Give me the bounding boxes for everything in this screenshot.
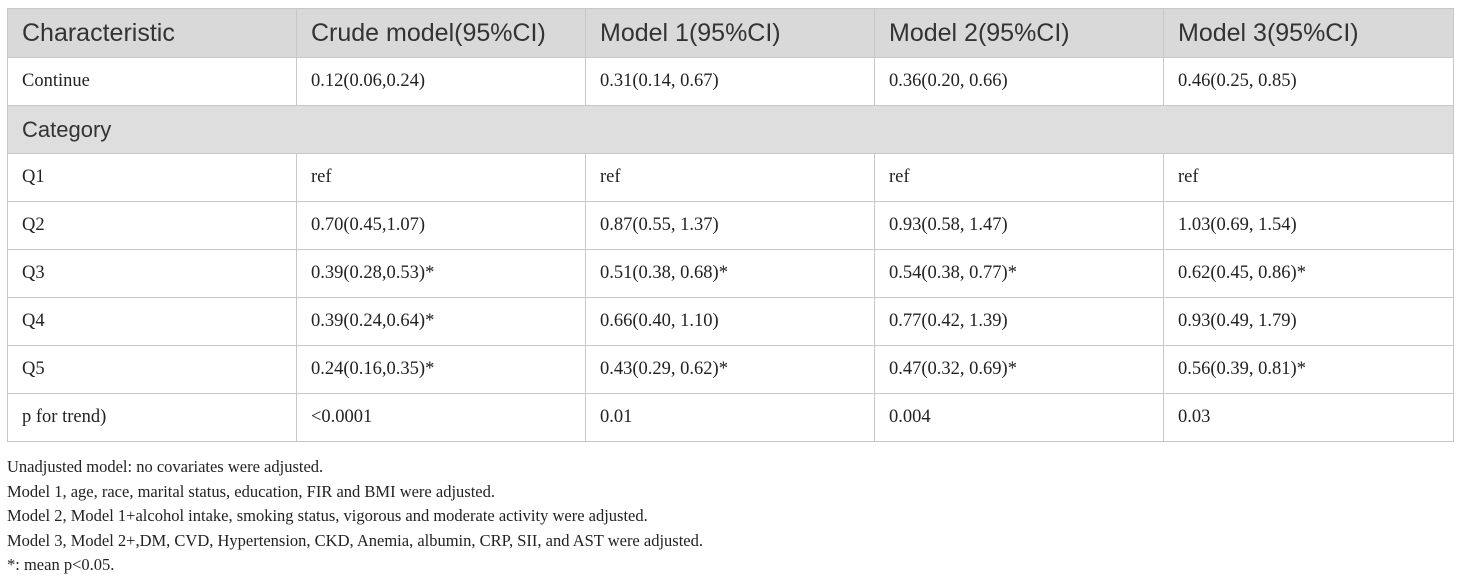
table-cell: 0.93(0.49, 1.79) (1163, 297, 1454, 346)
table-cell: 0.46(0.25, 0.85) (1163, 57, 1454, 106)
row-label: Q3 (7, 249, 297, 298)
table-cell: 0.77(0.42, 1.39) (874, 297, 1164, 346)
table-row-continue: Continue 0.12(0.06,0.24) 0.31(0.14, 0.67… (7, 57, 1454, 106)
table-cell: 1.03(0.69, 1.54) (1163, 201, 1454, 250)
header-characteristic: Characteristic (7, 8, 297, 58)
table-cell: 0.56(0.39, 0.81)* (1163, 345, 1454, 394)
table-cell: 0.54(0.38, 0.77)* (874, 249, 1164, 298)
category-label: Category (7, 105, 1454, 154)
table-cell: 0.39(0.24,0.64)* (296, 297, 586, 346)
header-model-2: Model 2(95%CI) (874, 8, 1164, 58)
table-cell: 0.43(0.29, 0.62)* (585, 345, 875, 394)
table-cell: ref (296, 153, 586, 202)
table-cell: 0.51(0.38, 0.68)* (585, 249, 875, 298)
table-cell: 0.01 (585, 393, 875, 442)
table-cell: 0.66(0.40, 1.10) (585, 297, 875, 346)
header-crude-model: Crude model(95%CI) (296, 8, 586, 58)
footnote-significance: *: mean p<0.05. (7, 555, 115, 575)
row-label: p for trend) (7, 393, 297, 442)
table-cell: <0.0001 (296, 393, 586, 442)
table-cell: 0.87(0.55, 1.37) (585, 201, 875, 250)
table-row-p-for-trend: p for trend) <0.0001 0.01 0.004 0.03 (7, 393, 1454, 442)
footnote-unadjusted-model: Unadjusted model: no covariates were adj… (7, 457, 324, 476)
table-row-q5: Q5 0.24(0.16,0.35)* 0.43(0.29, 0.62)* 0.… (7, 345, 1454, 394)
row-label: Continue (7, 57, 297, 106)
table-cell: 0.004 (874, 393, 1164, 442)
footnote-model-3: Model 3, Model 2+,DM, CVD, Hypertension,… (7, 530, 703, 550)
header-model-3: Model 3(95%CI) (1163, 8, 1454, 58)
table-cell: 0.62(0.45, 0.86)* (1163, 249, 1454, 298)
row-label: Q5 (7, 345, 297, 394)
results-table-container: Characteristic Crude model(95%CI) Model … (7, 8, 1454, 442)
row-label: Q2 (7, 201, 297, 250)
results-table: Characteristic Crude model(95%CI) Model … (7, 8, 1454, 442)
table-cell: ref (874, 153, 1164, 202)
table-cell: 0.39(0.28,0.53)* (296, 249, 586, 298)
table-row-q3: Q3 0.39(0.28,0.53)* 0.51(0.38, 0.68)* 0.… (7, 249, 1454, 298)
footnote-model-2: Model 2, Model 1+alcohol intake, smoking… (7, 506, 648, 526)
table-row-q4: Q4 0.39(0.24,0.64)* 0.66(0.40, 1.10) 0.7… (7, 297, 1454, 346)
table-row-q1: Q1 ref ref ref ref (7, 153, 1454, 202)
table-cell: 0.12(0.06,0.24) (296, 57, 586, 106)
table-cell: ref (1163, 153, 1454, 202)
category-section-row: Category (7, 105, 1454, 154)
table-cell: 0.93(0.58, 1.47) (874, 201, 1164, 250)
table-cell: 0.03 (1163, 393, 1454, 442)
header-model-1: Model 1(95%CI) (585, 8, 875, 58)
table-footnotes: Unadjusted model: no covariates were adj… (7, 455, 1447, 578)
table-row-q2: Q2 0.70(0.45,1.07) 0.87(0.55, 1.37) 0.93… (7, 201, 1454, 250)
table-cell: 0.70(0.45,1.07) (296, 201, 586, 250)
footnote-model-1: Model 1, age, race, marital status, educ… (7, 481, 495, 501)
table-cell: 0.31(0.14, 0.67) (585, 57, 875, 106)
table-cell: 0.47(0.32, 0.69)* (874, 345, 1164, 394)
table-cell: 0.36(0.20, 0.66) (874, 57, 1164, 106)
table-cell: ref (585, 153, 875, 202)
header-row: Characteristic Crude model(95%CI) Model … (7, 8, 1454, 58)
row-label: Q1 (7, 153, 297, 202)
table-cell: 0.24(0.16,0.35)* (296, 345, 586, 394)
row-label: Q4 (7, 297, 297, 346)
